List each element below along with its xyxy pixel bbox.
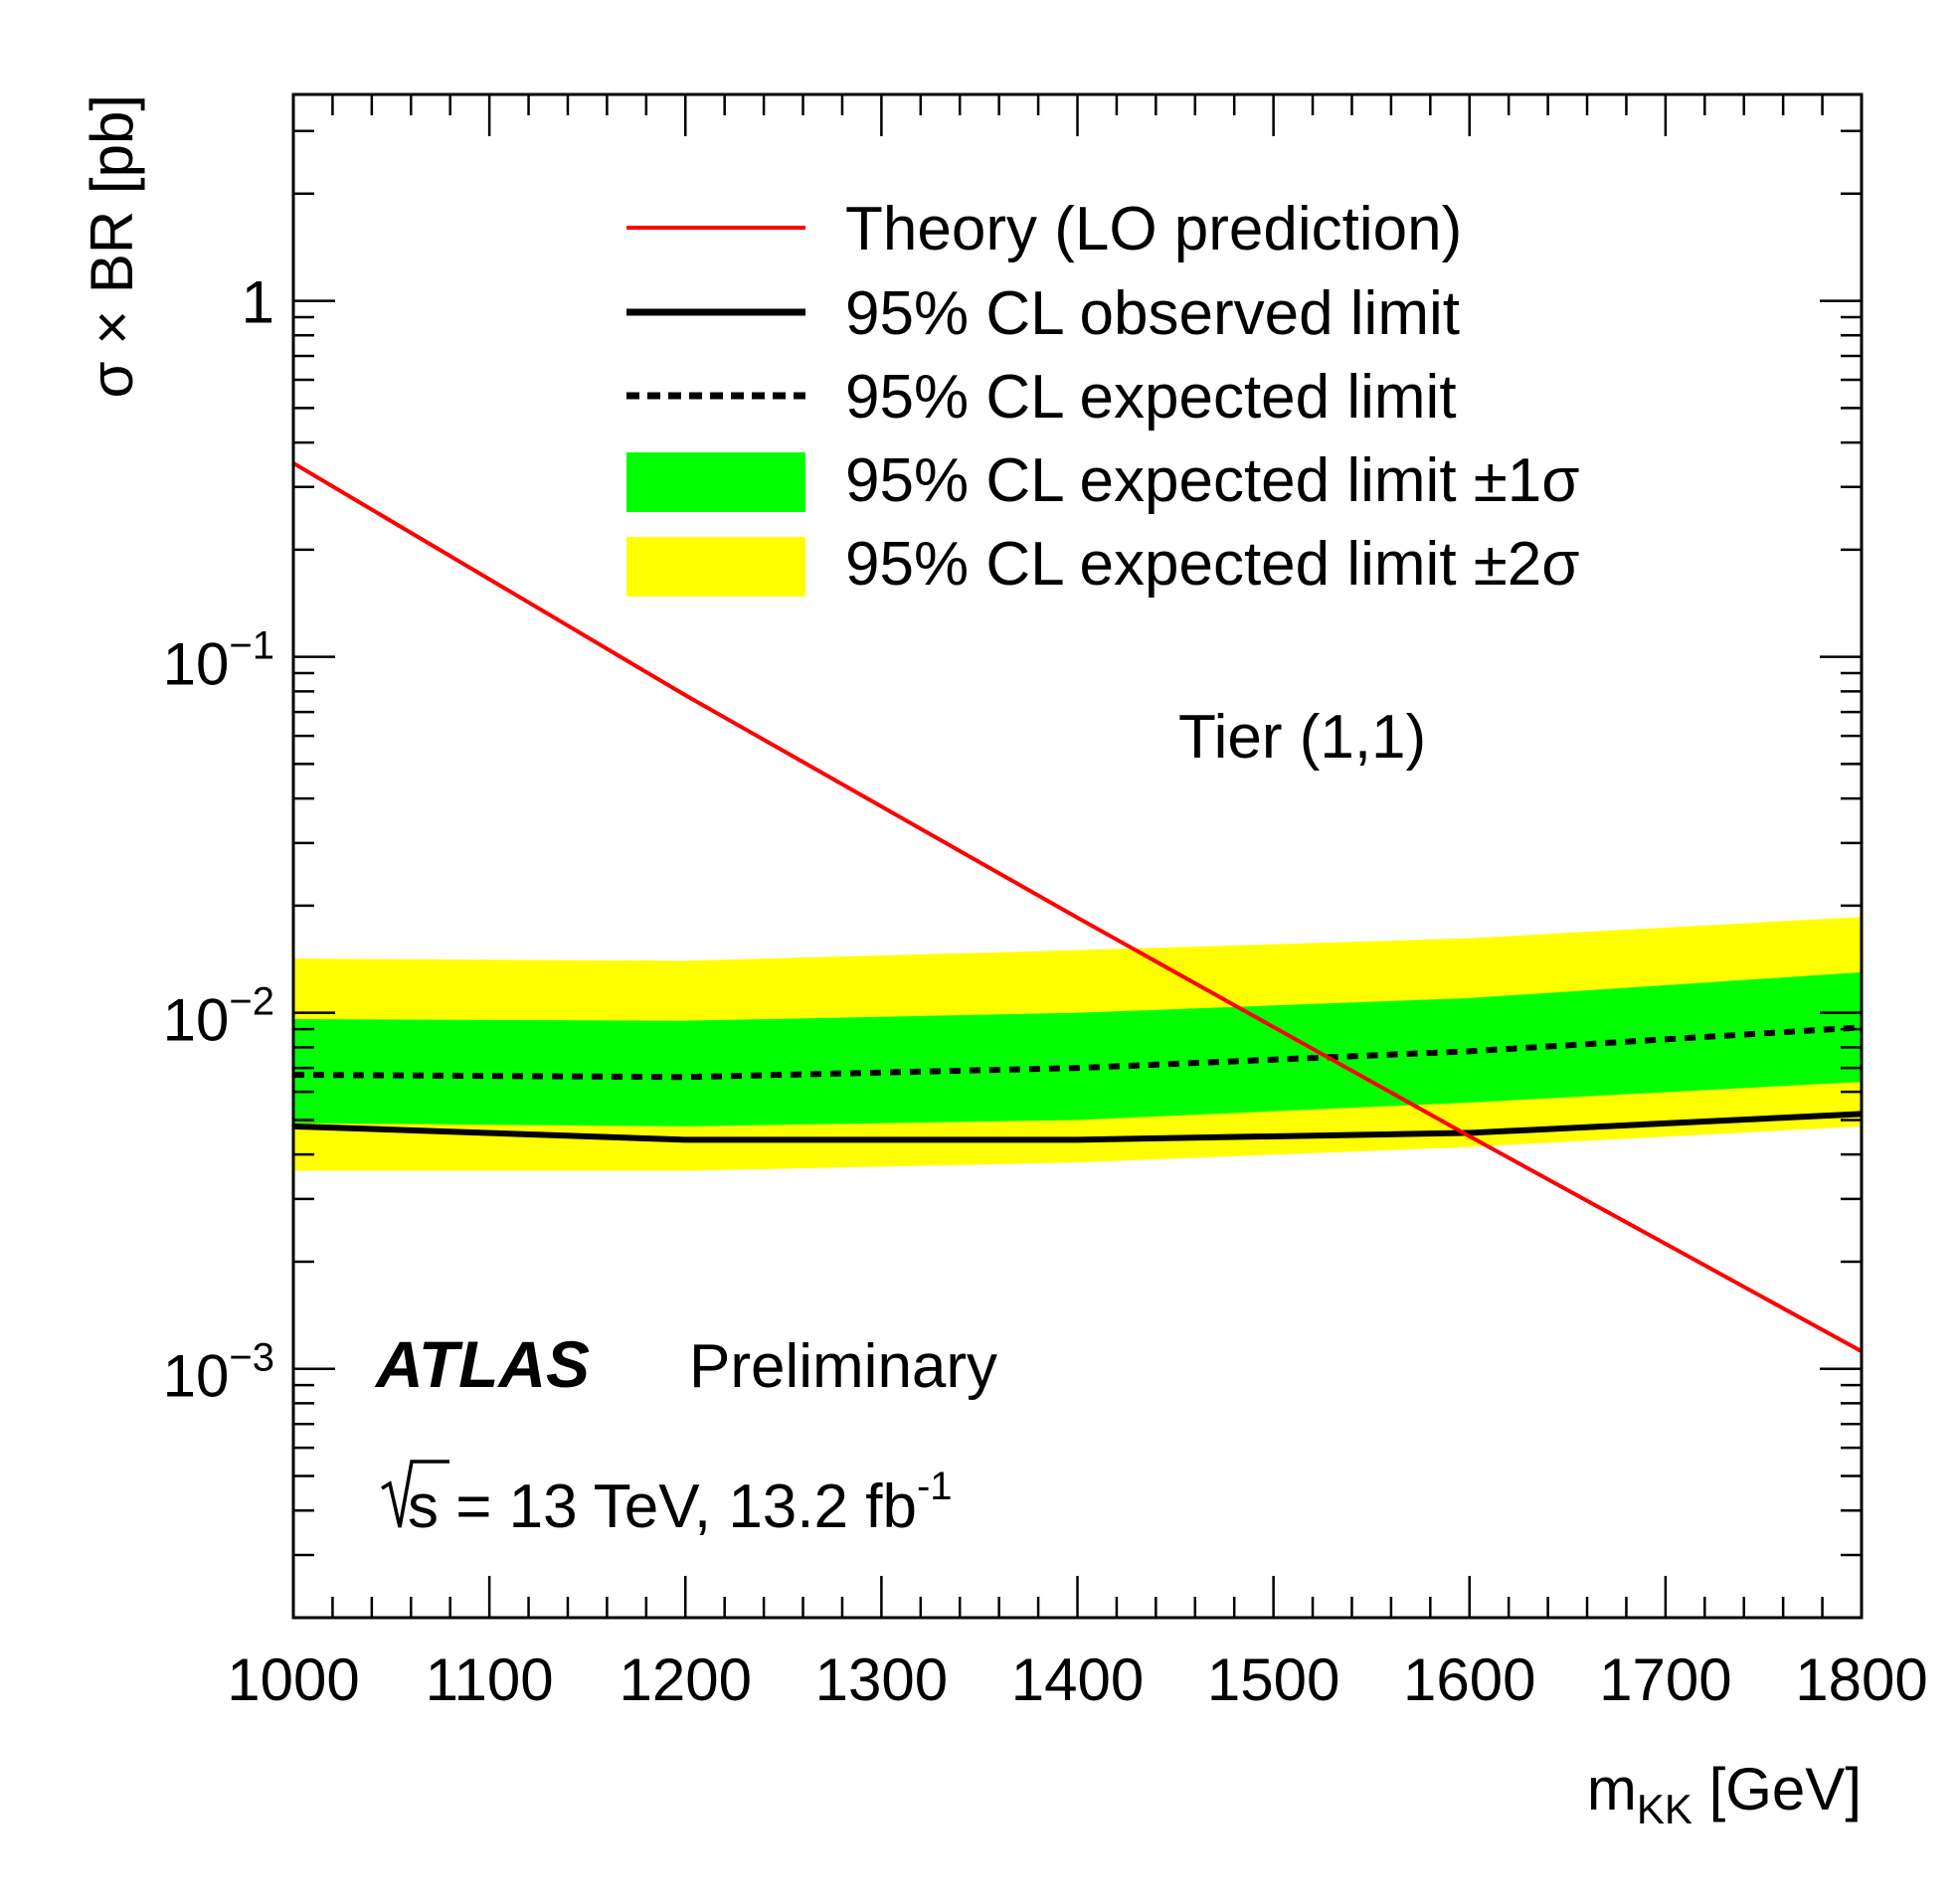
y-tick-label: 1 — [242, 269, 274, 336]
x-tick-label: 1200 — [620, 1646, 752, 1713]
y-tick-label-exponent: −3 — [229, 1336, 274, 1380]
x-tick-label: 1000 — [227, 1646, 359, 1713]
theory-line — [291, 461, 1863, 1353]
y-tick-label-base: 10 — [163, 987, 230, 1054]
atlas-label: ATLAS — [374, 1327, 590, 1401]
legend: Theory (LO prediction) 95% CL observed l… — [626, 195, 1580, 599]
tier-annotation: Tier (1,1) — [1178, 703, 1426, 772]
axis-ticks — [291, 94, 1864, 1620]
y-tick-label-exponent: −1 — [229, 624, 274, 668]
band-1sigma — [293, 971, 1862, 1126]
y-axis-title: σ × BR [pb] — [79, 94, 145, 399]
y-tick-label-base: 10 — [163, 1343, 230, 1410]
legend-label-expected: 95% CL expected limit — [845, 363, 1457, 432]
y-tick-label-exponent: −2 — [229, 980, 274, 1024]
legend-label-1sigma: 95% CL expected limit ±1σ — [845, 446, 1580, 515]
x-tick-label: 1800 — [1795, 1646, 1927, 1713]
legend-label-observed: 95% CL observed limit — [845, 279, 1460, 348]
legend-swatch-1sigma — [626, 452, 805, 512]
y-tick-label-base: 10 — [163, 631, 230, 698]
x-axis-title: mKK [GeV] — [1587, 1756, 1862, 1832]
legend-label-theory: Theory (LO prediction) — [845, 195, 1462, 263]
sqrt-s-symbol: s — [408, 1472, 439, 1541]
y-tick-label: 10−3 — [163, 1336, 274, 1410]
y-tick-label-base: 1 — [242, 269, 274, 336]
uncertainty-bands — [293, 917, 1862, 1171]
observed-limit-line — [292, 1111, 1863, 1143]
legend-swatch-2sigma — [626, 537, 805, 597]
energy-lumi-value: = 13 TeV, 13.2 fb — [439, 1472, 917, 1541]
plot-frame — [291, 92, 1864, 1620]
y-tick-label: 10−1 — [163, 624, 274, 698]
x-tick-label: 1400 — [1011, 1646, 1144, 1713]
lumi-exponent: -1 — [917, 1465, 953, 1508]
energy-luminosity-text: s = 13 TeV, 13.2 fb-1 — [408, 1465, 953, 1541]
x-axis-title-subscript: KK — [1637, 1786, 1692, 1832]
legend-label-2sigma: 95% CL expected limit ±2σ — [845, 530, 1580, 599]
y-tick-label: 10−2 — [163, 980, 274, 1054]
sqrt-symbol — [381, 1460, 449, 1528]
x-tick-label: 1100 — [426, 1646, 554, 1713]
series-lines — [291, 461, 1863, 1353]
x-axis-title-main: m — [1587, 1756, 1637, 1822]
tick-labels: 1000 1100 1200 1300 1400 1500 1600 1700 1800110−… — [163, 269, 1928, 1713]
x-tick-label: 1700 — [1599, 1646, 1731, 1713]
expected-limit-line — [292, 1024, 1863, 1081]
x-tick-label: 1300 — [815, 1646, 948, 1713]
x-tick-label: 1600 — [1403, 1646, 1535, 1713]
x-axis-title-unit: [GeV] — [1692, 1756, 1862, 1822]
preliminary-label: Preliminary — [689, 1332, 997, 1401]
x-tick-label: 1500 — [1207, 1646, 1339, 1713]
energy-luminosity-label: s = 13 TeV, 13.2 fb-1 — [381, 1460, 953, 1541]
